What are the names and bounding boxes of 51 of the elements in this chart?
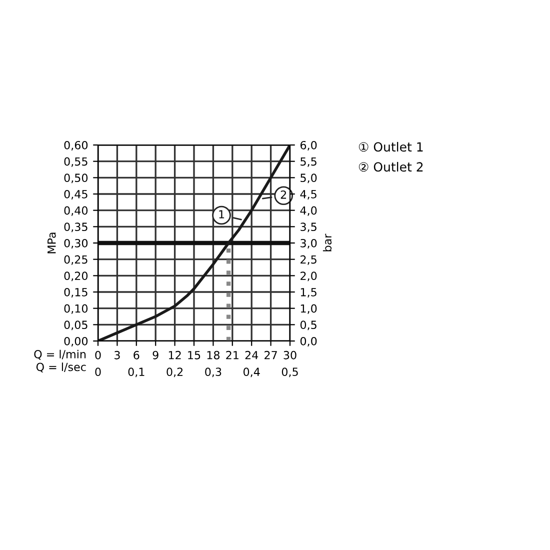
x-tick-label: 3 [114, 350, 120, 360]
x-tick-label: 21 [226, 350, 238, 360]
y-tick-label: 0,45 [64, 190, 88, 200]
y2-tick-label: 6,0 [300, 140, 317, 151]
x-tick-label: 12 [168, 350, 181, 360]
y2-tick-label: 0,5 [300, 320, 316, 330]
y-tick-label: 0,00 [64, 336, 88, 347]
x-axis-title: Q = l/min [34, 350, 86, 360]
x2-tick-label: 0,4 [244, 368, 260, 378]
y2-tick-label: 5,5 [300, 157, 316, 167]
annotation: 2 [280, 190, 286, 199]
y-tick-label: 0,50 [64, 174, 88, 184]
text: ② Outlet 2 [358, 162, 423, 172]
x-tick-label: 0 [95, 350, 101, 360]
x2-tick-label: 0,3 [205, 368, 222, 378]
y-tick-label: 0,30 [64, 238, 88, 249]
y-tick-label: 0,60 [64, 140, 88, 151]
y-tick-label: 0,25 [64, 255, 88, 265]
y2-tick-label: 3,0 [300, 238, 317, 249]
x2-tick-label: 0,2 [166, 368, 183, 378]
y-tick-label: 0,40 [64, 206, 88, 216]
y-tick-label: 0,55 [64, 157, 88, 167]
text: ① Outlet 1 [358, 142, 423, 152]
x2-axis-title: Q = l/sec [36, 362, 86, 372]
y-tick-label: 0,20 [64, 272, 88, 282]
y-tick-label: 0,15 [64, 288, 88, 298]
y-tick-label: 0,05 [64, 320, 88, 330]
annotation: 1 [219, 210, 224, 218]
y2-tick-label: 0,0 [300, 336, 317, 347]
y-tick-label: 0,35 [64, 222, 88, 232]
x-tick-label: 18 [207, 350, 220, 360]
x-tick-label: 30 [284, 350, 296, 360]
x2-tick-label: 0,5 [282, 368, 298, 378]
y2-tick-label: 1,5 [300, 288, 316, 298]
y-tick-label: 0,10 [64, 304, 88, 314]
x-tick-label: 27 [264, 350, 277, 360]
y2-tick-label: 1,0 [300, 304, 317, 314]
y2-tick-label: 2,0 [300, 272, 317, 282]
y2-tick-label: 2,5 [300, 255, 316, 265]
x-tick-label: 24 [245, 350, 258, 360]
x2-tick-label: 0,1 [128, 368, 144, 378]
y2-tick-label: 4,0 [300, 206, 317, 216]
y2-axis-title: bar [322, 234, 332, 252]
y-axis-title: MPa [48, 232, 56, 254]
y2-tick-label: 4,5 [300, 190, 316, 200]
y2-tick-label: 5,0 [300, 174, 317, 184]
y2-tick-label: 3,5 [300, 222, 316, 232]
x-tick-label: 6 [134, 350, 140, 360]
x2-tick-label: 0 [95, 368, 101, 376]
x-tick-label: 9 [152, 350, 158, 360]
x-tick-label: 15 [188, 351, 200, 360]
